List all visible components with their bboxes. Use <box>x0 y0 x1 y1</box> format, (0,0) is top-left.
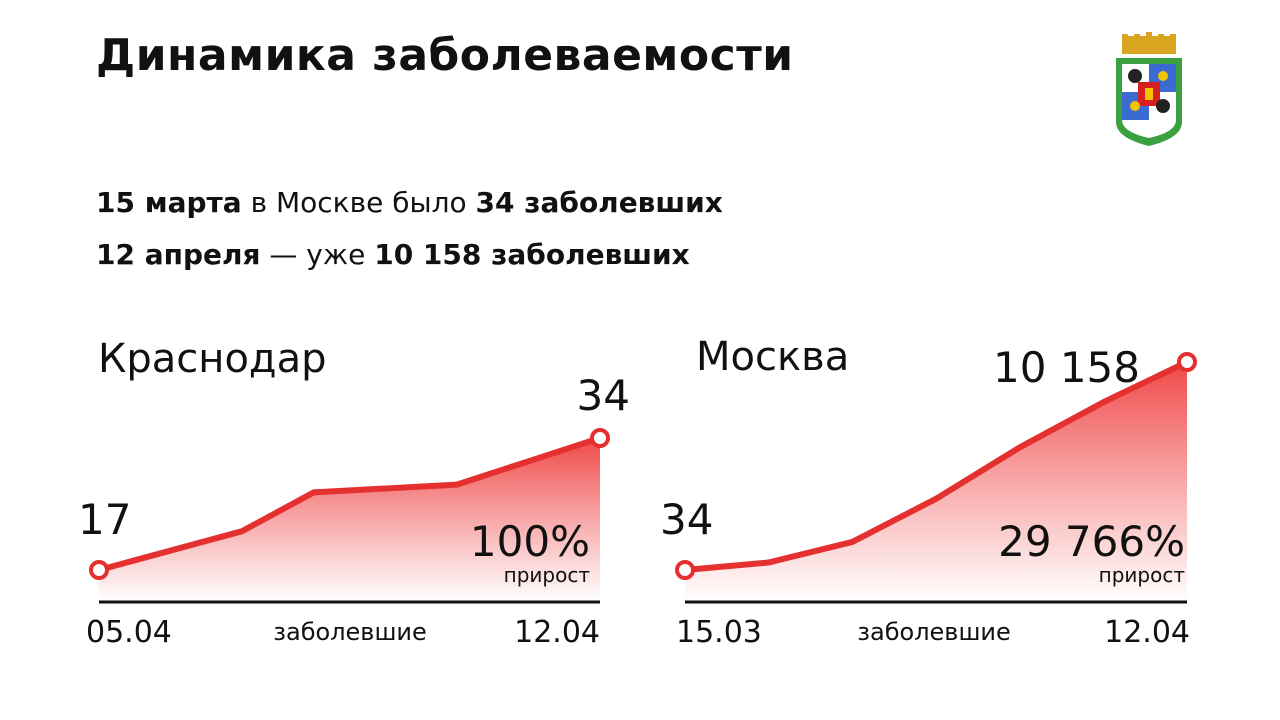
end-value-label-moscow: 10 158 <box>993 343 1140 392</box>
x-axis-label-krasnodar: заболевшие <box>273 618 427 646</box>
growth-label-krasnodar: прирост <box>504 563 591 587</box>
summary-text: — уже <box>260 238 375 271</box>
summary-line-moscow-end: 12 апреля — уже 10 158 заболевших <box>96 238 690 271</box>
end-value-label-krasnodar: 34 <box>577 371 630 420</box>
start-value-label-moscow: 34 <box>660 495 713 544</box>
x-tick-start-moscow: 15.03 <box>676 615 762 650</box>
start-point-moscow <box>675 560 695 580</box>
summary-text: в Москве было <box>241 186 476 219</box>
series-line-krasnodar <box>96 435 603 573</box>
end-point-krasnodar <box>590 428 610 448</box>
x-tick-end-moscow: 12.04 <box>1104 615 1190 650</box>
growth-value-krasnodar: 100% <box>470 517 590 566</box>
date-april-12: 12 апреля <box>96 238 261 271</box>
start-point-krasnodar <box>89 560 109 580</box>
date-march-15: 15 марта <box>96 186 242 219</box>
count-end: 10 158 заболевших <box>374 238 690 271</box>
krasnodar-coat-of-arms-icon <box>1116 32 1182 146</box>
x-axis-label-moscow: заболевшие <box>857 618 1011 646</box>
chart-title-moscow: Москва <box>696 334 849 380</box>
growth-label-moscow: прирост <box>1099 563 1186 587</box>
series-line-moscow <box>682 359 1190 573</box>
x-tick-start-krasnodar: 05.04 <box>86 615 172 650</box>
count-start: 34 заболевших <box>475 186 723 219</box>
growth-value-moscow: 29 766% <box>998 517 1185 566</box>
area-fill-moscow <box>685 362 1187 602</box>
end-point-moscow <box>1177 352 1197 372</box>
page-title: Динамика заболеваемости <box>96 30 794 81</box>
summary-line-moscow-start: 15 марта в Москве было 34 заболевших <box>96 186 723 219</box>
chart-title-krasnodar: Краснодар <box>98 336 326 382</box>
start-value-label-krasnodar: 17 <box>78 495 131 544</box>
x-tick-end-krasnodar: 12.04 <box>514 615 600 650</box>
